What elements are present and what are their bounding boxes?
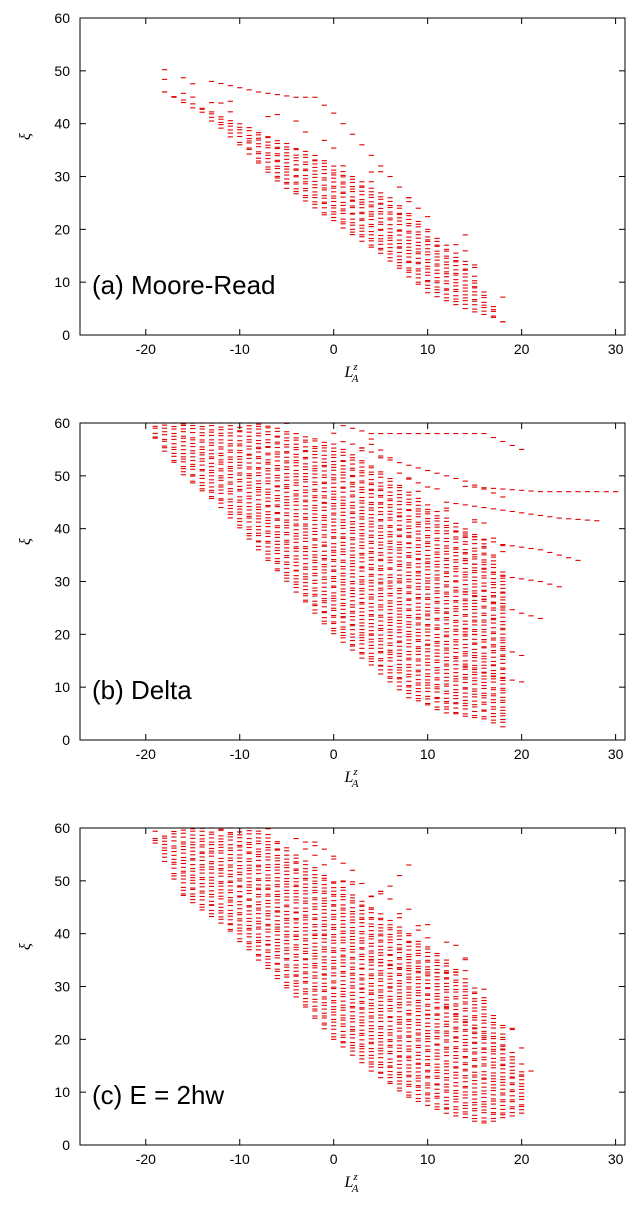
x-axis-label: Lz A [344, 766, 359, 790]
y-tick-label: 0 [62, 1137, 70, 1153]
x-tick-label: -10 [230, 746, 250, 762]
chart-svg: -20 -10 0 10 20 30 0 10 20 30 40 50 60 Lz A ξ (a) Moore-… [17, 10, 626, 385]
panel-label: (a) Moore-Read [92, 270, 276, 300]
panel-label: (b) Delta [92, 675, 192, 705]
x-tick-label: 0 [330, 746, 338, 762]
y-tick-label: 50 [54, 468, 70, 484]
y-tick-label: 60 [54, 820, 70, 836]
y-axis-label: ξ [17, 538, 34, 545]
data-marks [152, 827, 534, 1124]
x-tick-label: 0 [330, 1151, 338, 1167]
y-tick-label: 60 [54, 415, 70, 431]
x-tick-label: -20 [136, 1151, 156, 1167]
x-tick-label: 30 [608, 341, 624, 357]
chart-svg: -20 -10 0 10 20 30 0 10 20 30 40 50 60 Lz A ξ (c) E = 2h… [17, 820, 626, 1195]
panel-delta: -20 -10 0 10 20 30 0 10 20 30 40 50 60 Lz A ξ (b) Delta [0, 405, 632, 805]
y-axis-label: ξ [17, 133, 34, 140]
y-tick-label: 40 [54, 521, 70, 537]
panel-moore-read: -20 -10 0 10 20 30 0 10 20 30 40 50 60 Lz A ξ (a) Moore-… [0, 0, 632, 400]
panel-label: (c) E = 2hw [92, 1080, 224, 1110]
x-tick-label: 20 [514, 341, 530, 357]
y-tick-label: 50 [54, 63, 70, 79]
x-tick-label: 20 [514, 1151, 530, 1167]
x-tick-label: -10 [230, 1151, 250, 1167]
x-tick-label: 10 [420, 341, 436, 357]
y-tick-label: 60 [54, 10, 70, 26]
y-tick-label: 10 [54, 1084, 70, 1100]
x-tick-label: 30 [608, 1151, 624, 1167]
chart-svg: -20 -10 0 10 20 30 0 10 20 30 40 50 60 Lz A ξ (b) Delta [17, 415, 626, 790]
y-tick-label: 0 [62, 732, 70, 748]
y-tick-label: 20 [54, 221, 70, 237]
y-tick-label: 50 [54, 873, 70, 889]
x-tick-label: -10 [230, 341, 250, 357]
y-tick-label: 30 [54, 169, 70, 185]
y-tick-label: 20 [54, 1031, 70, 1047]
x-tick-label: 0 [330, 341, 338, 357]
panel-e-2hw: -20 -10 0 10 20 30 0 10 20 30 40 50 60 Lz A ξ (c) E = 2h… [0, 810, 632, 1210]
y-tick-label: 40 [54, 116, 70, 132]
y-axis-label: ξ [17, 943, 34, 950]
y-tick-label: 30 [54, 574, 70, 590]
x-tick-label: -20 [136, 341, 156, 357]
x-tick-label: -20 [136, 746, 156, 762]
data-marks [161, 69, 506, 323]
y-tick-label: 0 [62, 327, 70, 343]
x-tick-label: 10 [420, 746, 436, 762]
x-axis-label: Lz A [344, 1171, 359, 1195]
x-axis-label: Lz A [344, 361, 359, 385]
x-tick-label: 30 [608, 746, 624, 762]
y-tick-label: 30 [54, 979, 70, 995]
y-tick-label: 40 [54, 926, 70, 942]
data-marks [152, 422, 619, 728]
y-tick-label: 10 [54, 679, 70, 695]
x-tick-label: 20 [514, 746, 530, 762]
y-tick-label: 20 [54, 626, 70, 642]
y-tick-label: 10 [54, 274, 70, 290]
x-tick-label: 10 [420, 1151, 436, 1167]
